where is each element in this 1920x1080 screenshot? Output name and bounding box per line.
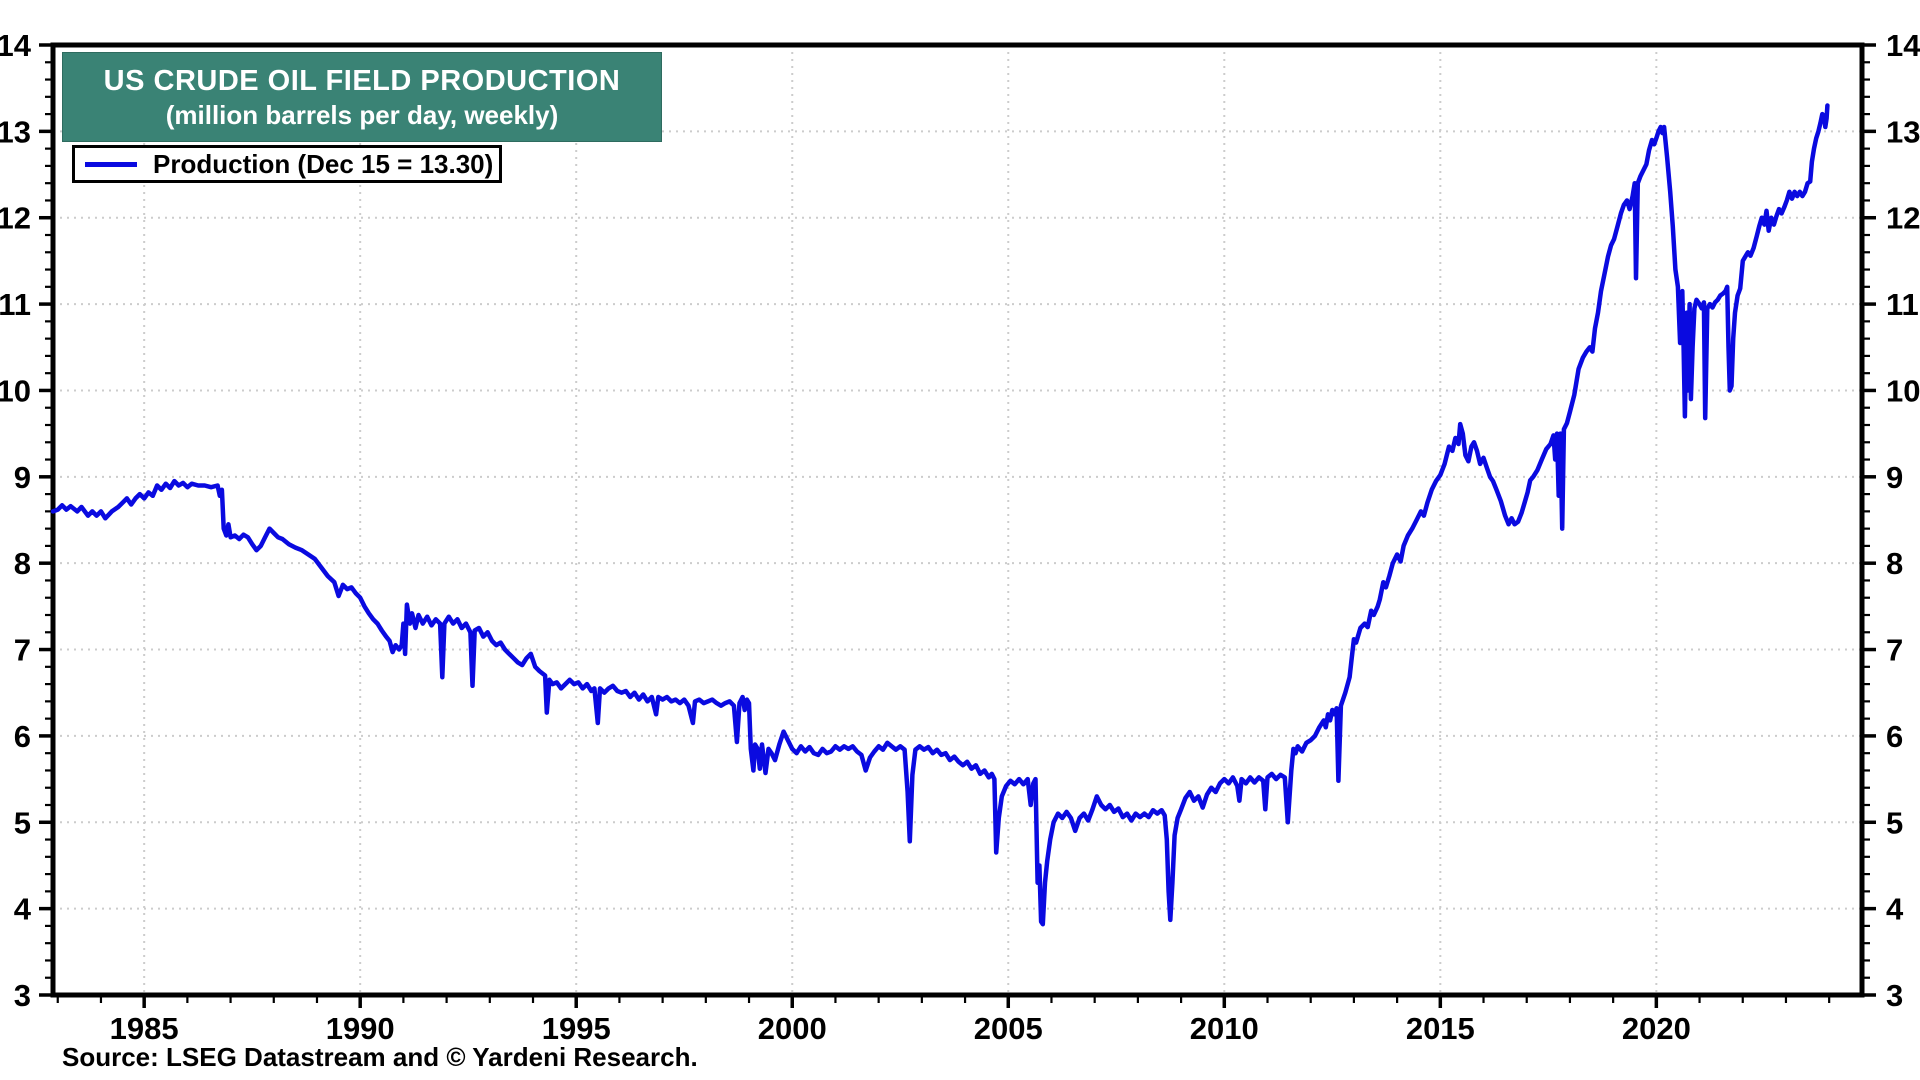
x-axis-label: 2015 [1406, 1011, 1475, 1046]
x-axis-label: 1985 [110, 1011, 179, 1046]
y-axis-label-left: 14 [0, 28, 32, 63]
y-axis-label-left: 6 [14, 719, 31, 754]
source-attribution: Source: LSEG Datastream and © Yardeni Re… [62, 1042, 698, 1072]
y-axis-label-left: 12 [0, 201, 31, 236]
y-axis-label-right: 3 [1886, 978, 1903, 1013]
y-axis-label-left: 8 [14, 546, 31, 581]
y-axis-label-left: 10 [0, 373, 31, 408]
x-axis-label: 2020 [1622, 1011, 1691, 1046]
chart-title: US CRUDE OIL FIELD PRODUCTION [103, 64, 621, 97]
y-axis-label-right: 6 [1886, 719, 1903, 754]
legend-line-swatch [85, 161, 137, 167]
chart-subtitle: (million barrels per day, weekly) [165, 99, 559, 130]
y-axis-label-right: 11 [1886, 287, 1919, 322]
x-axis-label: 2010 [1190, 1011, 1259, 1046]
y-axis-label-right: 4 [1886, 892, 1904, 927]
y-axis-label-right: 9 [1886, 460, 1903, 495]
x-axis-label: 2000 [758, 1011, 827, 1046]
x-axis-label: 2005 [974, 1011, 1043, 1046]
y-axis-label-left: 7 [14, 633, 31, 668]
y-axis-label-right: 14 [1886, 28, 1920, 63]
y-axis-label-right: 13 [1886, 114, 1920, 149]
x-axis-label: 1995 [542, 1011, 611, 1046]
plot-frame [50, 42, 1865, 998]
production-line [50, 103, 1830, 927]
y-axis-label-right: 5 [1886, 805, 1903, 840]
legend: Production (Dec 15 = 13.30) [72, 145, 502, 183]
y-axis-label-right: 12 [1886, 201, 1920, 236]
y-axis-label-left: 11 [0, 287, 31, 322]
y-axis-label-right: 10 [1886, 373, 1920, 408]
x-axis-label: 1990 [326, 1011, 395, 1046]
chart-title-box: US CRUDE OIL FIELD PRODUCTION (million b… [62, 52, 662, 142]
y-axis-label-left: 9 [14, 460, 31, 495]
legend-label: Production (Dec 15 = 13.30) [153, 148, 494, 179]
y-axis-label-left: 3 [14, 978, 31, 1013]
y-axis-label-right: 7 [1886, 633, 1903, 668]
y-axis-label-left: 13 [0, 114, 31, 149]
y-axis-label-left: 5 [14, 805, 31, 840]
y-axis-label-left: 4 [14, 892, 32, 927]
y-axis-label-right: 8 [1886, 546, 1903, 581]
